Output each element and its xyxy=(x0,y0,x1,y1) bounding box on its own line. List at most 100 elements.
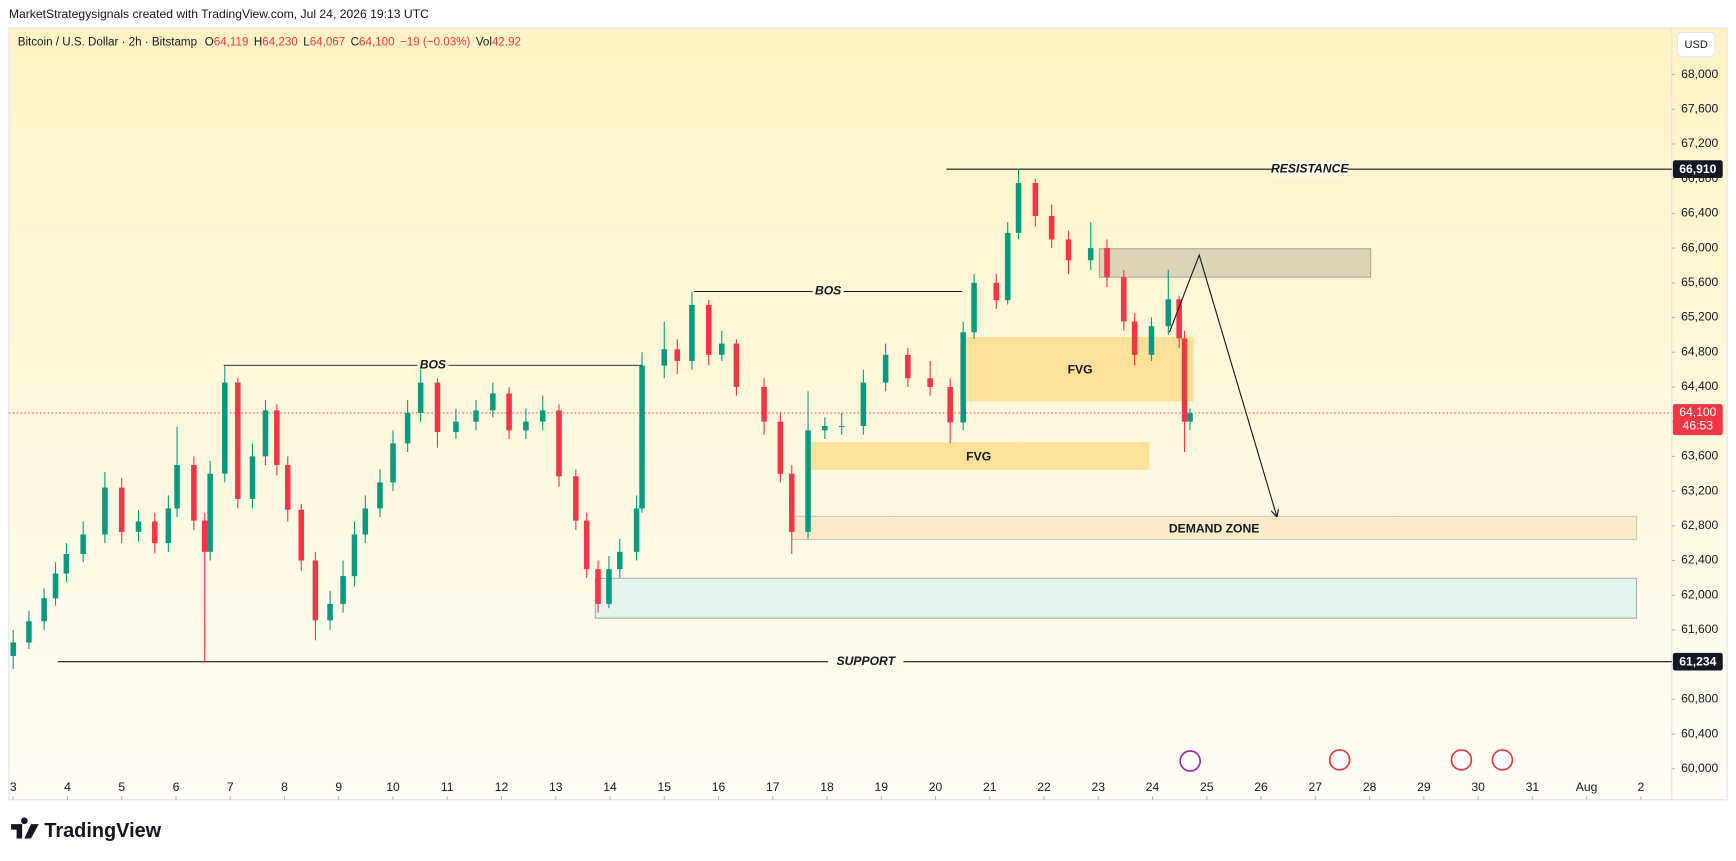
candle-body xyxy=(882,354,889,383)
x-tick-label: 15 xyxy=(657,780,671,794)
y-tick-label: 64,400 xyxy=(1681,379,1718,393)
candle-body xyxy=(788,473,795,532)
currency-label[interactable]: USD xyxy=(1684,39,1707,51)
candle-body xyxy=(351,534,358,577)
level-price-tag xyxy=(1672,160,1723,179)
candle-body xyxy=(689,304,695,361)
candle-body xyxy=(377,482,383,509)
candle-body xyxy=(26,621,32,643)
y-tick-label: 61,600 xyxy=(1681,622,1718,636)
candle-body xyxy=(473,410,479,422)
x-tick-label: 8 xyxy=(281,780,288,794)
bos-label-bg xyxy=(812,283,844,300)
event-icon[interactable] xyxy=(1179,750,1201,772)
candle-body xyxy=(583,520,590,570)
x-tick-label: 27 xyxy=(1309,780,1323,794)
y-tick-label: 64,800 xyxy=(1681,344,1718,358)
symbol-title: Bitcoin / U.S. Dollar · 2h · Bitstamp xyxy=(18,36,197,49)
y-tick-label: 63,600 xyxy=(1681,449,1718,463)
candle-body xyxy=(761,386,767,422)
candle-body xyxy=(327,603,333,621)
level-price-label: 66,910 xyxy=(1679,162,1716,176)
logo-mark xyxy=(11,817,39,839)
level-label-bg xyxy=(828,653,904,670)
candle-body xyxy=(118,487,125,532)
y-tick-label: 60,800 xyxy=(1681,692,1718,706)
candle-body xyxy=(52,573,59,599)
x-tick-label: 7 xyxy=(227,780,234,794)
legend-value: 64,230 xyxy=(262,36,298,49)
candle-body xyxy=(1087,248,1094,261)
countdown-label: 46:53 xyxy=(1683,418,1714,432)
x-tick-label: 28 xyxy=(1363,780,1377,794)
plot-background xyxy=(8,27,1728,801)
candle-body xyxy=(1181,338,1188,422)
candle-body xyxy=(539,410,546,422)
candle-body xyxy=(404,412,411,444)
y-tick-label: 60,000 xyxy=(1681,761,1718,775)
legend-value: 64,100 xyxy=(359,36,395,49)
candle-body xyxy=(1187,412,1193,422)
legend-key: L xyxy=(303,36,310,49)
candle-body xyxy=(606,569,612,604)
zone xyxy=(1098,248,1372,278)
event-icon[interactable] xyxy=(1450,749,1473,771)
candle-body xyxy=(971,282,977,333)
x-tick-label: 6 xyxy=(173,780,180,794)
x-tick-label: 9 xyxy=(335,780,342,794)
candle-body xyxy=(1176,299,1182,339)
x-tick-label: 29 xyxy=(1417,780,1431,794)
x-tick-label: 30 xyxy=(1471,780,1485,794)
y-tick-label: 67,200 xyxy=(1681,136,1718,150)
candle-body xyxy=(805,430,811,532)
candle-body xyxy=(639,365,645,509)
candle-body xyxy=(947,386,953,423)
legend-value: 64,119 xyxy=(214,36,249,49)
candle-body xyxy=(661,349,668,366)
source-text: MarketStrategysignals created with Tradi… xyxy=(9,7,429,21)
candle-body xyxy=(201,520,208,552)
level-label: SUPPORT xyxy=(837,654,897,668)
candle-body xyxy=(434,382,441,433)
y-tick-label: 65,200 xyxy=(1681,310,1718,324)
candle-body xyxy=(284,465,291,510)
candle-body xyxy=(573,476,579,521)
candle-body xyxy=(362,508,369,535)
currency-button[interactable] xyxy=(1676,31,1716,58)
y-tick-label: 63,200 xyxy=(1681,483,1718,497)
level-price-tag xyxy=(1672,652,1723,671)
candle-body xyxy=(595,569,601,604)
y-tick-label: 62,000 xyxy=(1681,587,1718,601)
x-tick-label: 18 xyxy=(820,780,834,794)
zone xyxy=(594,577,1638,619)
candle-body xyxy=(674,349,681,361)
candle-body xyxy=(312,560,319,621)
zone-label: FVG xyxy=(1068,362,1093,376)
event-icon[interactable] xyxy=(1491,749,1514,771)
x-tick-label: 13 xyxy=(549,780,563,794)
candle-body xyxy=(340,576,346,604)
y-tick-label: 60,400 xyxy=(1681,726,1718,740)
x-tick-label: 26 xyxy=(1254,780,1268,794)
y-tick-label: 68,000 xyxy=(1681,67,1718,81)
x-tick-label: 17 xyxy=(766,780,780,794)
brand-name: TradingView xyxy=(44,820,161,842)
candle-body xyxy=(41,598,47,622)
candle-body xyxy=(1015,183,1022,233)
x-tick-label: 31 xyxy=(1526,780,1540,794)
bos-label-bg xyxy=(417,357,449,374)
zone xyxy=(808,442,1150,470)
candle-body xyxy=(1121,277,1127,322)
candle-body xyxy=(556,410,562,477)
candle-body xyxy=(733,343,740,387)
candle-body xyxy=(960,332,966,423)
candle-body xyxy=(905,354,911,379)
zone xyxy=(966,336,1194,402)
candle-body xyxy=(927,378,933,387)
legend-key: H xyxy=(254,36,262,49)
x-tick-label: 10 xyxy=(386,780,400,794)
candle-body xyxy=(222,382,228,474)
event-icon[interactable] xyxy=(1328,749,1351,771)
